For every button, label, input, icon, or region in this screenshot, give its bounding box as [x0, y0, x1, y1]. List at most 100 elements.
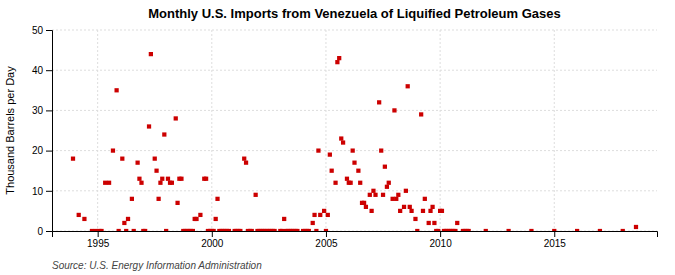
- point: [272, 229, 276, 231]
- point: [90, 229, 94, 231]
- x-tick: 2005: [315, 231, 338, 249]
- point: [94, 229, 98, 231]
- point: [387, 181, 391, 185]
- point: [598, 229, 602, 231]
- point: [179, 177, 183, 181]
- x-axis: 19952000200520102015: [53, 231, 658, 249]
- point: [402, 205, 406, 209]
- y-tick-label: 10: [32, 186, 44, 197]
- point: [328, 152, 332, 156]
- y-tick-label: 50: [32, 25, 44, 36]
- grid-line-y: [52, 70, 657, 71]
- point: [453, 229, 457, 231]
- point: [117, 229, 121, 231]
- x-tick-label: 2010: [429, 238, 452, 249]
- point: [174, 116, 178, 120]
- grid: [52, 30, 657, 231]
- point: [318, 213, 322, 217]
- grid-line-y: [52, 30, 657, 31]
- x-tick-mark: [98, 231, 99, 237]
- point: [423, 197, 427, 201]
- point: [467, 229, 471, 231]
- x-tick: 2000: [201, 231, 224, 249]
- point: [295, 229, 299, 231]
- point: [408, 205, 412, 209]
- point: [238, 229, 242, 231]
- point: [427, 221, 431, 225]
- point: [368, 193, 372, 197]
- point: [373, 193, 377, 197]
- point: [621, 229, 625, 231]
- point: [114, 88, 118, 92]
- point: [455, 221, 459, 225]
- point: [103, 181, 107, 185]
- point: [311, 221, 315, 225]
- y-tick-mark: [46, 30, 52, 31]
- points: [71, 52, 638, 231]
- x-tick: 1995: [87, 231, 110, 249]
- point: [432, 221, 436, 225]
- point: [162, 132, 166, 136]
- point: [175, 201, 179, 205]
- grid-line-x: [97, 30, 98, 231]
- point: [147, 124, 151, 128]
- y-tick-mark: [46, 110, 52, 111]
- point: [406, 84, 410, 88]
- y-axis: 01020304050: [32, 25, 53, 237]
- source-note: Source: U.S. Energy Information Administ…: [52, 260, 262, 271]
- point: [244, 161, 248, 165]
- point: [215, 197, 219, 201]
- point: [552, 229, 556, 231]
- grid-line-y: [52, 110, 657, 111]
- point: [132, 229, 136, 231]
- point: [198, 213, 202, 217]
- point: [391, 197, 395, 201]
- point: [396, 193, 400, 197]
- y-axis-title: Thousand Barrels per Day: [4, 66, 16, 195]
- point: [506, 229, 510, 231]
- point: [398, 209, 402, 213]
- point: [413, 217, 417, 221]
- point: [419, 112, 423, 116]
- point: [415, 229, 419, 231]
- point: [394, 197, 398, 201]
- point: [352, 161, 356, 165]
- point: [254, 193, 258, 197]
- point: [149, 52, 153, 56]
- point: [358, 181, 362, 185]
- point: [440, 209, 444, 213]
- y-tick-label: 0: [37, 226, 43, 237]
- point: [634, 225, 638, 229]
- y-tick-mark: [46, 231, 52, 232]
- point: [166, 177, 170, 181]
- point: [430, 205, 434, 209]
- point: [362, 201, 366, 205]
- point: [154, 169, 158, 173]
- y-tick-mark: [46, 151, 52, 152]
- y-axis-line: [46, 31, 53, 232]
- point: [324, 229, 328, 231]
- point: [529, 229, 533, 231]
- point: [312, 213, 316, 217]
- point: [99, 229, 103, 231]
- point: [204, 177, 208, 181]
- point: [484, 229, 488, 231]
- y-tick-label: 30: [32, 105, 44, 116]
- point: [164, 229, 168, 231]
- point: [436, 229, 440, 231]
- point: [214, 217, 218, 221]
- point: [348, 181, 352, 185]
- point: [379, 148, 383, 152]
- point: [383, 165, 387, 169]
- point: [326, 213, 330, 217]
- x-tick-label: 2000: [201, 238, 224, 249]
- y-tick-mark: [46, 70, 52, 71]
- x-tick-label: 1995: [87, 238, 110, 249]
- y-tick: 50: [32, 25, 52, 36]
- point: [364, 205, 368, 209]
- point: [82, 217, 86, 221]
- point: [307, 229, 311, 231]
- point: [314, 229, 318, 231]
- x-axis-line: [53, 232, 658, 238]
- point: [322, 209, 326, 213]
